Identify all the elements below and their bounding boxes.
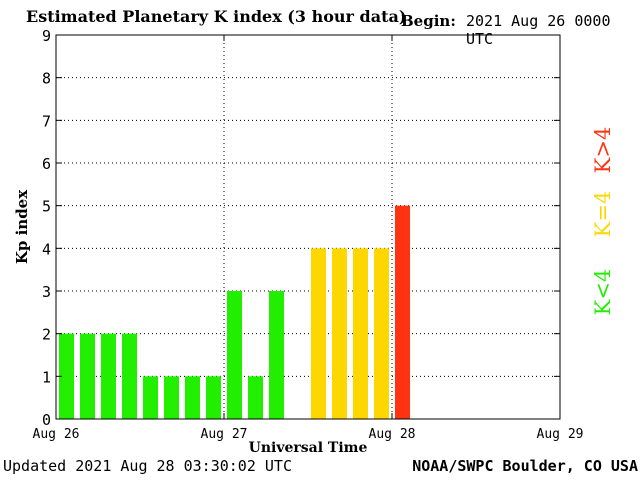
kp-bar [353,248,368,419]
y-tick-label: 4 [42,240,51,258]
kp-bar [143,376,158,419]
kp-bars [59,205,410,419]
kp-bar [164,376,179,419]
x-axis-ticks: Aug 26 Aug 27 Aug 28 Aug 29 [33,35,584,442]
kp-bar [59,333,74,419]
updated-timestamp: Updated 2021 Aug 28 03:30:02 UTC [3,457,292,475]
y-tick-label: 8 [42,70,51,88]
x-tick-label: Aug 28 [369,427,416,442]
kp-bar [374,248,389,419]
y-tick-label: 5 [42,198,51,216]
x-tick-label: Aug 26 [33,427,80,442]
kp-bar [227,291,242,419]
kp-bar [101,333,116,419]
kp-bar [122,333,137,419]
kp-bar [395,205,410,419]
grid-lines [56,35,560,419]
legend-k-greater-4: K>4 [591,127,615,174]
kp-bar [311,248,326,419]
y-axis-label: Kp index [13,189,31,264]
y-tick-label: 6 [42,155,51,173]
y-tick-label: 0 [42,411,51,429]
y-tick-label: 3 [42,283,51,301]
legend-k-less-4: K<4 [591,269,615,316]
x-tick-label: Aug 29 [537,427,584,442]
kp-bar [248,376,263,419]
y-tick-label: 2 [42,326,51,344]
plot-frame [55,34,561,420]
legend-k-equal-4: K=4 [591,191,615,238]
begin-label: Begin: [401,12,456,30]
y-tick-label: 9 [42,27,51,45]
x-tick-label: Aug 27 [201,427,248,442]
credit-label: NOAA/SWPC Boulder, CO USA [412,457,638,475]
kp-bar [269,291,284,419]
y-axis-ticks: 0 1 2 3 4 5 6 7 8 9 [42,27,560,429]
kp-bar [80,333,95,419]
y-tick-label: 1 [42,368,51,386]
y-tick-label: 7 [42,112,51,130]
kp-bar [185,376,200,419]
kp-bar [332,248,347,419]
kp-bar [206,376,221,419]
x-axis-label: Universal Time [249,440,368,456]
chart-title: Estimated Planetary K index (3 hour data… [26,7,407,26]
